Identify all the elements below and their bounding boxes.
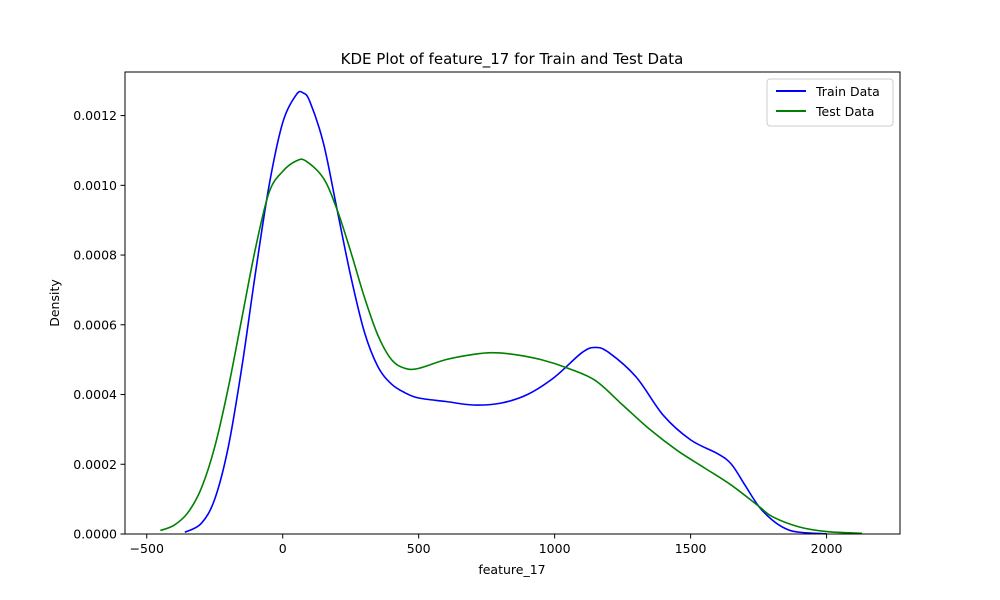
chart-title: KDE Plot of feature_17 for Train and Tes… xyxy=(341,50,684,69)
y-tick-label: 0.0010 xyxy=(73,178,117,193)
y-axis-label: Density xyxy=(47,279,62,327)
legend-train-label: Train Data xyxy=(815,84,880,99)
y-tick-label: 0.0008 xyxy=(73,248,117,263)
series-train-data-line xyxy=(185,92,827,534)
x-tick-label: 1000 xyxy=(539,541,571,556)
x-tick-label: 1500 xyxy=(675,541,707,556)
y-tick-label: 0.0002 xyxy=(73,457,117,472)
plot-area xyxy=(160,92,862,534)
legend: Train Data Test Data xyxy=(767,79,893,126)
y-tick-label: 0.0012 xyxy=(73,108,117,123)
y-tick-label: 0.0006 xyxy=(73,317,117,332)
y-axis: 0.0000 0.0002 0.0004 0.0006 0.0008 0.0010 0.00… xyxy=(73,108,125,541)
x-axis-label: feature_17 xyxy=(478,562,545,577)
x-tick-label: 0 xyxy=(279,541,287,556)
series-test-data-line xyxy=(160,159,862,533)
y-tick-label: 0.0004 xyxy=(73,387,117,402)
legend-test-label: Test Data xyxy=(815,104,874,119)
axes-frame xyxy=(125,72,900,534)
x-tick-label: 2000 xyxy=(811,541,843,556)
x-tick-label: 500 xyxy=(407,541,431,556)
x-tick-label: −500 xyxy=(130,541,164,556)
x-axis: −500 0 500 1000 1500 2000 xyxy=(130,534,843,556)
y-tick-label: 0.0000 xyxy=(73,527,117,542)
